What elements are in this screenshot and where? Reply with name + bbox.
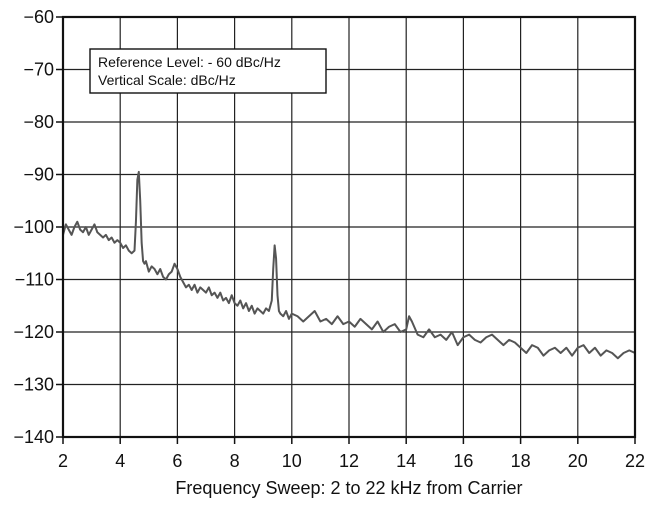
x-tick-label: 10 xyxy=(282,451,302,471)
y-axis-ticks: −60 −70 −80 −90 −100 −110 −120 −130 −140 xyxy=(13,7,63,447)
y-tick-label: −60 xyxy=(23,7,54,27)
annotation-frame xyxy=(89,48,327,94)
x-tick-label: 16 xyxy=(453,451,473,471)
series-line xyxy=(63,170,635,360)
x-tick-label: 14 xyxy=(396,451,416,471)
x-tick-label: 20 xyxy=(568,451,588,471)
x-tick-label: 18 xyxy=(511,451,531,471)
annotation-box: Reference Level: - 60 dBc/Hz Vertical Sc… xyxy=(89,48,327,94)
annotation-line-1: Reference Level: - 60 dBc/Hz xyxy=(98,54,281,70)
series-layer xyxy=(63,170,635,360)
y-tick-label: −140 xyxy=(13,427,54,447)
annotation-line-2: Vertical Scale: dBc/Hz xyxy=(98,72,236,88)
x-tick-label: 12 xyxy=(339,451,359,471)
y-tick-label: −100 xyxy=(13,217,54,237)
y-tick-label: −70 xyxy=(23,60,54,80)
x-tick-label: 2 xyxy=(58,451,68,471)
x-axis-ticks: 2 4 6 8 10 12 14 16 18 20 22 xyxy=(58,437,645,471)
x-tick-label: 22 xyxy=(625,451,645,471)
y-tick-label: −110 xyxy=(15,270,54,290)
x-tick-label: 8 xyxy=(230,451,240,471)
y-tick-label: −120 xyxy=(13,322,54,342)
x-tick-label: 4 xyxy=(115,451,125,471)
x-axis-label: Frequency Sweep: 2 to 22 kHz from Carrie… xyxy=(175,478,522,498)
x-tick-label: 6 xyxy=(172,451,182,471)
y-tick-label: −130 xyxy=(13,375,54,395)
y-tick-label: −80 xyxy=(23,112,54,132)
y-tick-label: −90 xyxy=(23,165,54,185)
